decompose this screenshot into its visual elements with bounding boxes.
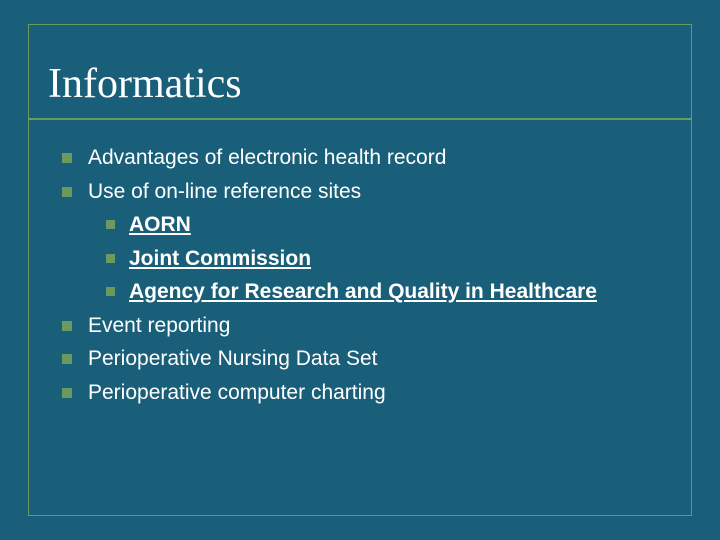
list-item-text: Event reporting [88, 310, 230, 342]
list-item: Use of on-line reference sites [62, 176, 672, 208]
slide-title: Informatics [28, 20, 692, 118]
sub-list-item: Agency for Research and Quality in Healt… [106, 276, 672, 308]
link-ahrq[interactable]: Agency for Research and Quality in Healt… [129, 280, 597, 303]
square-bullet-icon [106, 254, 115, 263]
list-item: Event reporting [62, 310, 672, 342]
list-item: Perioperative computer charting [62, 377, 672, 409]
slide-content: Advantages of electronic health record U… [28, 120, 692, 408]
slide-container: Informatics Advantages of electronic hea… [0, 0, 720, 540]
list-item-text: Advantages of electronic health record [88, 142, 446, 174]
square-bullet-icon [62, 354, 72, 364]
square-bullet-icon [106, 287, 115, 296]
sub-list-item: Joint Commission [106, 243, 672, 275]
square-bullet-icon [62, 321, 72, 331]
square-bullet-icon [62, 187, 72, 197]
square-bullet-icon [106, 220, 115, 229]
list-item: Perioperative Nursing Data Set [62, 343, 672, 375]
list-item: Advantages of electronic health record [62, 142, 672, 174]
list-item-text: Use of on-line reference sites [88, 176, 361, 208]
square-bullet-icon [62, 388, 72, 398]
square-bullet-icon [62, 153, 72, 163]
sub-list-item-text: Agency for Research and Quality in Healt… [129, 276, 597, 308]
sub-list-item: AORN [106, 209, 672, 241]
list-item-text: Perioperative computer charting [88, 377, 386, 409]
sub-list-item-text: Joint Commission [129, 243, 311, 275]
sub-list: AORN Joint Commission Agency for Researc… [62, 209, 672, 308]
link-joint-commission[interactable]: Joint Commission [129, 247, 311, 270]
list-item-text: Perioperative Nursing Data Set [88, 343, 377, 375]
sub-list-item-text: AORN [129, 209, 191, 241]
link-aorn[interactable]: AORN [129, 213, 191, 236]
